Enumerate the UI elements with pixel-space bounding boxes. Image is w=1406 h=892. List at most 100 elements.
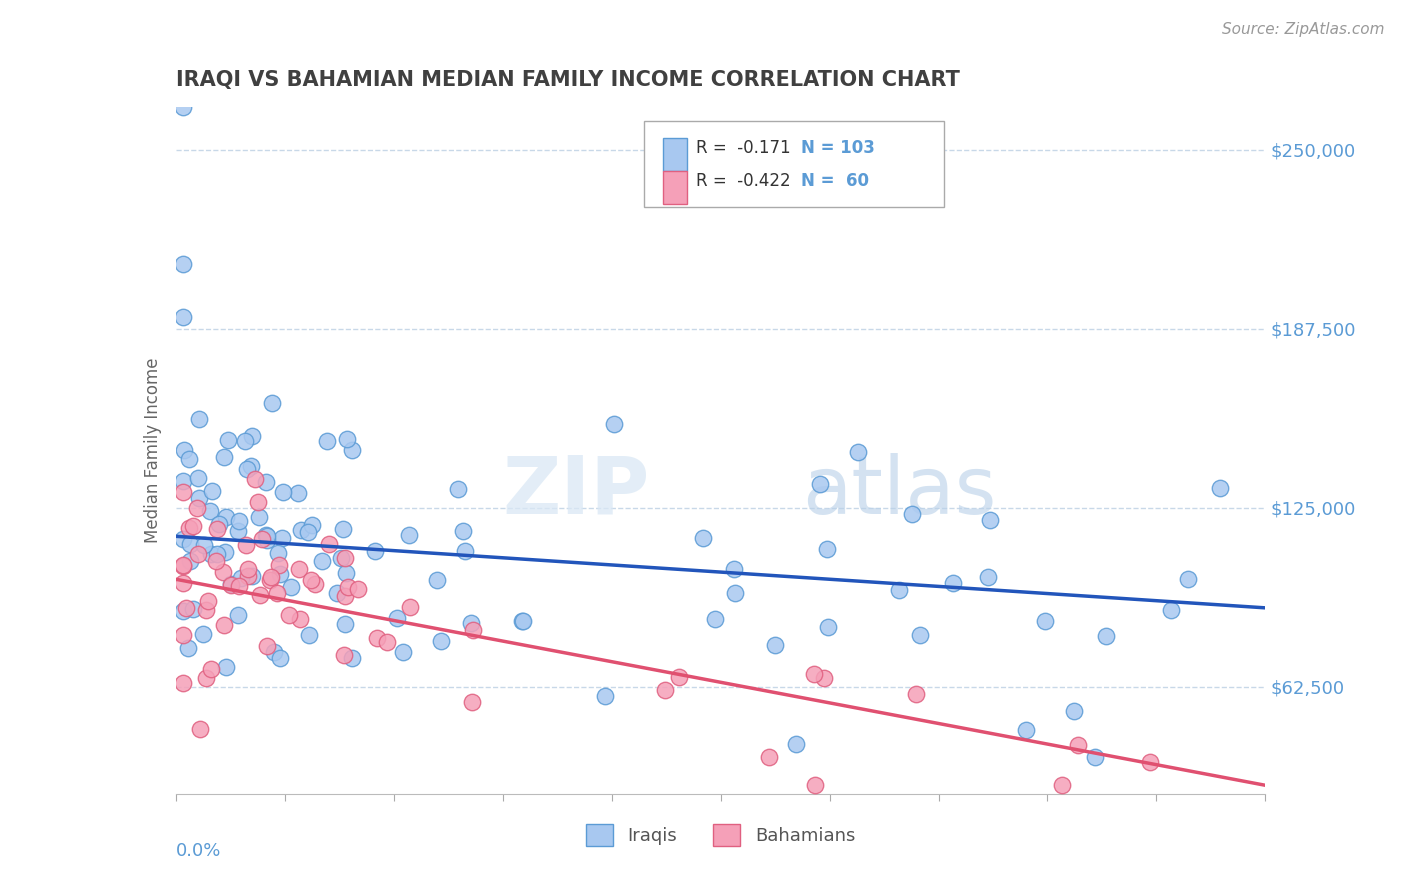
Point — [763, 638, 786, 652]
Point — [340, 651, 363, 665]
FancyBboxPatch shape — [644, 120, 943, 207]
Point — [254, 528, 277, 542]
Point — [1063, 704, 1085, 718]
Point — [187, 491, 209, 505]
Point — [942, 576, 965, 591]
Point — [1177, 572, 1199, 586]
Point — [399, 599, 422, 614]
Point — [288, 611, 311, 625]
Point — [1094, 629, 1116, 643]
Point — [905, 686, 928, 700]
Point — [215, 659, 238, 673]
Point — [212, 566, 235, 580]
Point — [366, 631, 388, 645]
Point — [200, 663, 222, 677]
FancyBboxPatch shape — [662, 171, 686, 204]
Point — [269, 651, 291, 665]
Point — [228, 579, 250, 593]
Point — [172, 558, 194, 572]
Text: Source: ZipAtlas.com: Source: ZipAtlas.com — [1222, 22, 1385, 37]
Text: 0.0%: 0.0% — [176, 842, 221, 860]
Point — [298, 628, 321, 642]
Point — [813, 671, 835, 685]
Point — [236, 568, 259, 582]
Point — [188, 722, 211, 736]
Point — [187, 547, 209, 561]
Point — [267, 558, 290, 573]
Point — [269, 567, 291, 582]
Text: N =  60: N = 60 — [801, 172, 869, 190]
Point — [398, 527, 420, 541]
Point — [299, 574, 322, 588]
Point — [979, 513, 1001, 527]
Point — [263, 645, 285, 659]
Text: N = 103: N = 103 — [801, 139, 875, 157]
Point — [245, 472, 267, 486]
Point — [815, 541, 838, 556]
Point — [270, 531, 292, 545]
Point — [188, 412, 211, 426]
Point — [200, 547, 222, 561]
Point — [803, 667, 825, 681]
Point — [235, 539, 257, 553]
Point — [287, 485, 309, 500]
Point — [364, 543, 387, 558]
Point — [808, 477, 831, 491]
Point — [186, 500, 208, 515]
Point — [426, 574, 449, 588]
Point — [451, 524, 474, 538]
Point — [256, 640, 278, 654]
Point — [212, 450, 235, 464]
Point — [221, 577, 243, 591]
Point — [333, 617, 356, 632]
Point — [240, 569, 263, 583]
Point — [177, 640, 200, 655]
Point — [181, 601, 204, 615]
Point — [977, 570, 1000, 584]
Text: R =  -0.171: R = -0.171 — [696, 139, 790, 157]
Point — [197, 594, 219, 608]
Point — [429, 634, 451, 648]
Point — [219, 576, 242, 591]
Point — [195, 603, 218, 617]
Point — [785, 737, 807, 751]
Point — [256, 533, 278, 548]
Point — [233, 434, 256, 448]
Point — [318, 537, 340, 551]
Point — [454, 543, 477, 558]
Point — [215, 510, 238, 524]
Point — [200, 504, 222, 518]
Point — [846, 445, 869, 459]
Point — [602, 417, 624, 432]
Point — [593, 689, 616, 703]
Point — [723, 561, 745, 575]
FancyBboxPatch shape — [662, 138, 686, 171]
Point — [901, 507, 924, 521]
Point — [214, 545, 236, 559]
Point — [804, 778, 827, 792]
Point — [177, 452, 200, 467]
Point — [172, 604, 194, 618]
Point — [191, 626, 214, 640]
Point — [247, 509, 270, 524]
Point — [335, 566, 357, 580]
Point — [271, 485, 294, 500]
Point — [217, 434, 239, 448]
Point — [183, 519, 205, 533]
Point — [692, 531, 714, 545]
Point — [254, 475, 277, 489]
Point — [1084, 749, 1107, 764]
Point — [205, 522, 228, 536]
Point — [1014, 723, 1036, 737]
Point — [172, 676, 194, 690]
Point — [195, 671, 218, 685]
Legend: Iraqis, Bahamians: Iraqis, Bahamians — [579, 817, 862, 854]
Point — [387, 610, 409, 624]
Point — [172, 100, 194, 114]
Point — [392, 645, 415, 659]
Point — [326, 586, 349, 600]
Text: R =  -0.422: R = -0.422 — [696, 172, 790, 190]
Point — [240, 429, 263, 443]
Point — [1139, 755, 1161, 769]
Point — [226, 524, 249, 539]
